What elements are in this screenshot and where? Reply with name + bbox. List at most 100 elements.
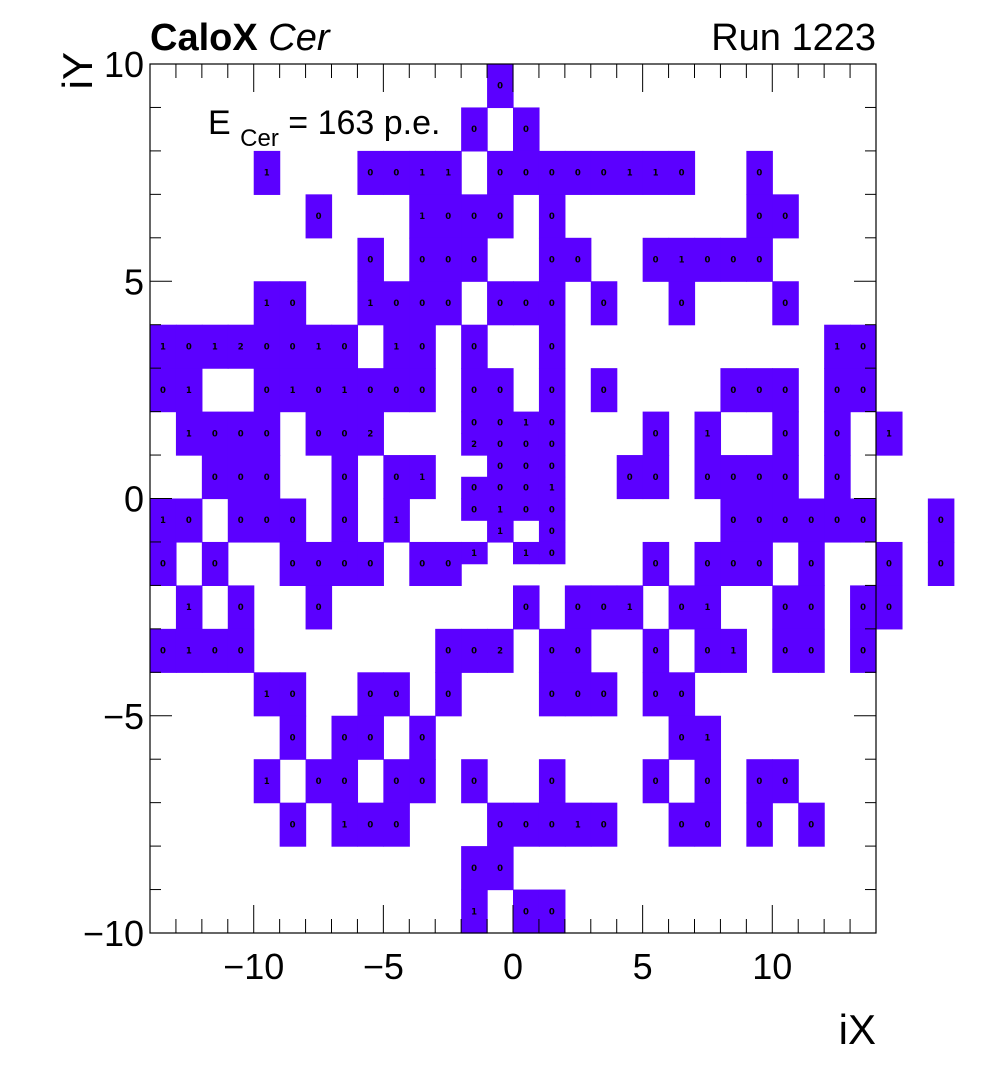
heatmap-cell-value: 0 — [238, 603, 244, 613]
heatmap-cell — [772, 281, 799, 326]
heatmap-cell-value: 0 — [445, 647, 451, 657]
heatmap-cell-value: 1 — [653, 169, 659, 179]
heatmap-cell-value: 0 — [342, 429, 348, 439]
heatmap-cell-value: 0 — [679, 820, 685, 830]
heatmap-cell — [642, 541, 670, 586]
heatmap-cell — [746, 237, 773, 282]
heatmap-cell-value: 0 — [549, 342, 555, 352]
heatmap-cell-value: 1 — [471, 549, 477, 559]
heatmap-cell — [150, 541, 177, 586]
heatmap-cell-value: 0 — [653, 690, 659, 700]
heatmap-cell-value: 0 — [342, 777, 348, 787]
heatmap-cell — [824, 411, 851, 456]
heatmap-cell-value: 0 — [523, 484, 529, 494]
heatmap-cell-value: 1 — [212, 342, 218, 352]
heatmap-cell — [435, 281, 462, 326]
heatmap-cell-value: 0 — [549, 777, 555, 787]
heatmap-cell-value: 1 — [523, 418, 529, 428]
heatmap-cell — [513, 476, 540, 500]
heatmap-cell — [357, 411, 384, 456]
heatmap-cell-value: 0 — [938, 560, 944, 570]
heatmap-cell — [642, 672, 670, 717]
heatmap-cell — [668, 281, 696, 326]
heatmap-cell-value: 0 — [290, 516, 296, 526]
heatmap-cell-value: 0 — [316, 386, 322, 396]
heatmap-cell — [305, 324, 333, 369]
heatmap-cell — [513, 411, 540, 434]
run-label: Run 1223 — [711, 17, 876, 59]
heatmap-cell-value: 0 — [575, 603, 581, 613]
x-axis-label: iX — [839, 1006, 876, 1053]
energy-label: E Cer = 163 p.e. — [208, 104, 440, 154]
heatmap-cell-value: 1 — [186, 386, 192, 396]
heatmap-cell — [538, 150, 566, 195]
heatmap-cell-value: 0 — [471, 484, 477, 494]
heatmap-cell — [746, 541, 773, 586]
heatmap-cell — [798, 498, 825, 543]
heatmap-cell — [538, 411, 566, 434]
heatmap-cell — [461, 324, 488, 369]
heatmap-cell-value: 0 — [367, 256, 373, 266]
heatmap-cell — [461, 433, 488, 456]
heatmap-cell-value: 0 — [782, 212, 788, 222]
heatmap-cell-value: 1 — [627, 603, 633, 613]
heatmap-cell-value: 1 — [160, 342, 166, 352]
heatmap-cell-value: 0 — [523, 907, 529, 917]
heatmap-cell-value: 1 — [886, 429, 892, 439]
heatmap-cell — [668, 715, 696, 760]
heatmap-cell-value: 0 — [186, 342, 192, 352]
heatmap-cell-value: 0 — [393, 473, 399, 483]
heatmap-cell — [590, 281, 618, 326]
chart-title: CaloX Cer — [150, 17, 331, 59]
heatmap-cell-value: 1 — [393, 342, 399, 352]
heatmap-cell — [538, 672, 566, 717]
heatmap-cell-value: 0 — [342, 342, 348, 352]
title-bold: CaloX — [150, 17, 258, 59]
heatmap-cell-value: 0 — [601, 386, 607, 396]
heatmap-cell — [746, 368, 773, 413]
heatmap-cell — [694, 455, 722, 500]
heatmap-cell — [616, 150, 644, 195]
heatmap-cell — [538, 455, 566, 478]
heatmap-cell-value: 0 — [445, 256, 451, 266]
heatmap-cell-value: 0 — [782, 647, 788, 657]
heatmap-cell — [331, 498, 359, 543]
heatmap-cell — [201, 411, 229, 456]
heatmap-cell — [513, 107, 540, 152]
heatmap-cell — [331, 759, 359, 804]
heatmap-cell-value: 0 — [367, 690, 373, 700]
heatmap-cell — [850, 628, 877, 673]
heatmap-cell — [357, 281, 384, 326]
heatmap-cell — [305, 541, 333, 586]
heatmap-cell-value: 0 — [808, 647, 814, 657]
heatmap-cell-value: 0 — [549, 647, 555, 657]
heatmap-cell-value: 0 — [834, 473, 840, 483]
heatmap-cell — [668, 585, 696, 630]
heatmap-cell — [772, 455, 799, 500]
heatmap-cell — [513, 150, 540, 195]
heatmap-cell-value: 1 — [264, 690, 270, 700]
heatmap-cell — [720, 541, 747, 586]
heatmap-cell — [357, 541, 384, 586]
heatmap-cell — [227, 628, 255, 673]
heatmap-cell — [487, 281, 514, 326]
heatmap-cell-value: 0 — [549, 386, 555, 396]
heatmap-cell-value: 0 — [393, 820, 399, 830]
heatmap-cell — [461, 628, 488, 673]
heatmap-cell-value: 1 — [264, 299, 270, 309]
heatmap-cell-value: 0 — [497, 864, 503, 874]
heatmap-cell — [150, 628, 177, 673]
y-tick-label: 10 — [104, 44, 144, 85]
heatmap-cell-value: 0 — [419, 733, 425, 743]
heatmap-cell-value: 0 — [367, 560, 373, 570]
heatmap-cell — [279, 368, 307, 413]
heatmap-cell-value: 0 — [601, 820, 607, 830]
heatmap-cell-value: 0 — [316, 212, 322, 222]
heatmap-cell-value: 0 — [264, 516, 270, 526]
heatmap-cell — [331, 324, 359, 369]
heatmap-cell-value: 0 — [730, 386, 736, 396]
heatmap-cell-value: 0 — [419, 560, 425, 570]
heatmap-cell-value: 0 — [705, 820, 711, 830]
